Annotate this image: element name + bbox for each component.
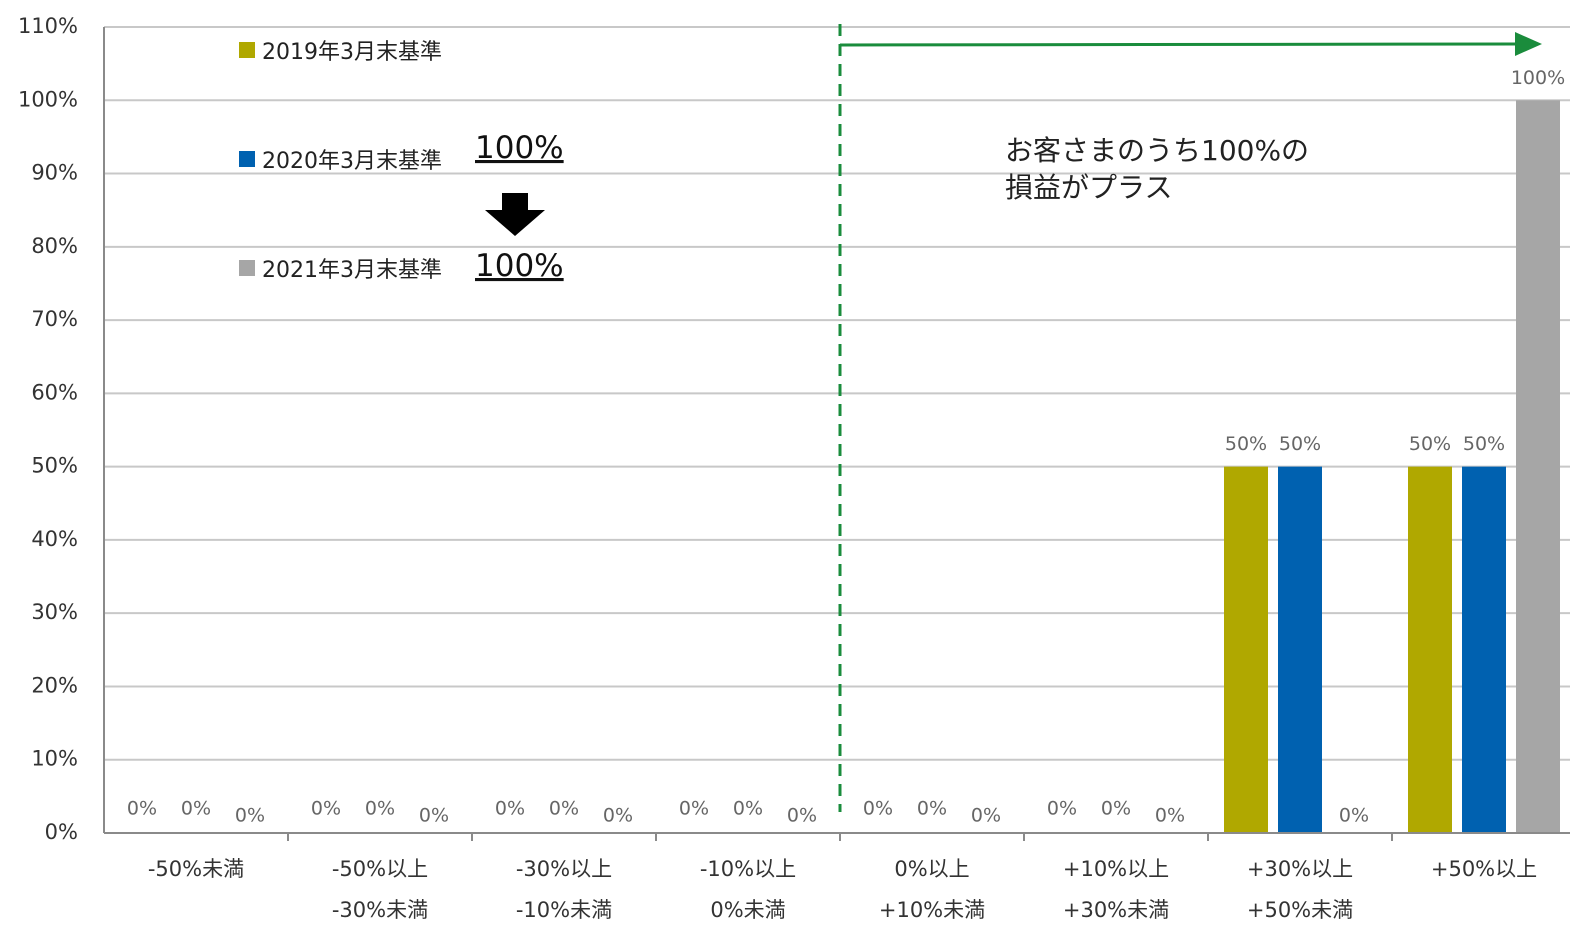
- data-label: 0%: [235, 805, 265, 827]
- data-label: 0%: [917, 798, 947, 820]
- x-tick-label-line2: +10%未満: [879, 898, 985, 922]
- data-label: 50%: [1409, 433, 1451, 455]
- y-tick-label: 80%: [31, 234, 78, 258]
- gridlines: [104, 26, 1570, 761]
- x-tick-label: +30%以上: [1247, 857, 1353, 881]
- y-tick-label: 60%: [31, 380, 78, 404]
- positive-range-arrowhead: [1515, 32, 1542, 56]
- bar: [1462, 466, 1506, 833]
- x-tick-label: 0%以上: [894, 857, 969, 881]
- y-axis: 0% 10% 20% 30% 40% 50% 60% 70% 80% 90% 100% 110%: [18, 14, 105, 844]
- data-label: 0%: [1155, 805, 1185, 827]
- x-tick-label-line2: -30%未満: [332, 898, 428, 922]
- data-label: 50%: [1463, 433, 1505, 455]
- data-label: 0%: [365, 798, 395, 820]
- data-label: 0%: [549, 798, 579, 820]
- y-tick-label: 30%: [31, 600, 78, 624]
- x-tick-label: -10%以上: [700, 857, 796, 881]
- data-labels: 0% 0% 0% 0% 0% 0% 50% 50% 0% 0% 0% 0% 0% 0% 50% 50% 0% 0%…: [127, 67, 1565, 827]
- x-tick-label-line2: 0%未満: [710, 898, 785, 922]
- y-tick-label: 40%: [31, 527, 78, 551]
- data-label: 0%: [679, 798, 709, 820]
- annotation-line-2: 損益がプラス: [1005, 171, 1172, 204]
- x-tick-label: -30%以上: [516, 857, 612, 881]
- data-label: 0%: [495, 798, 525, 820]
- data-label: 0%: [127, 798, 157, 820]
- data-label: 0%: [1339, 805, 1369, 827]
- data-label: 50%: [1279, 433, 1321, 455]
- legend-swatch-2021: [239, 260, 255, 276]
- data-label: 100%: [1511, 67, 1565, 89]
- y-tick-label: 0%: [45, 820, 78, 844]
- bar: [1224, 466, 1268, 833]
- legend-label-2020: 2020年3月末基準: [262, 149, 442, 174]
- bar: [1278, 466, 1322, 833]
- data-label: 0%: [1101, 798, 1131, 820]
- positive-range-arrow: [839, 42, 1517, 47]
- data-label: 0%: [311, 798, 341, 820]
- y-tick-label: 10%: [31, 747, 78, 771]
- legend-value-2021: 100%: [475, 248, 564, 284]
- legend-swatch-2020: [239, 151, 255, 167]
- y-tick-label: 110%: [18, 14, 78, 38]
- legend-value-2020: 100%: [475, 130, 564, 166]
- x-tick-label-line2: +30%未満: [1063, 898, 1169, 922]
- x-axis: -50%未満 -50%以上 -30%未満 -30%以上 -10%未満 -10%以上 0%未満…: [104, 832, 1570, 922]
- x-tick-label: +10%以上: [1063, 857, 1169, 881]
- data-label: 0%: [181, 798, 211, 820]
- data-label: 0%: [863, 798, 893, 820]
- y-tick-label: 70%: [31, 307, 78, 331]
- x-tick-label-line2: -10%未満: [516, 898, 612, 922]
- data-label: 50%: [1225, 433, 1267, 455]
- data-label: 0%: [603, 805, 633, 827]
- x-tick-label: -50%以上: [332, 857, 428, 881]
- legend-label-2019: 2019年3月末基準: [262, 40, 442, 65]
- annotation-line-1: お客さまのうち100%の: [1005, 134, 1309, 167]
- annotation: お客さまのうち100%の 損益がプラス: [1005, 134, 1309, 204]
- down-arrow-icon: [485, 193, 545, 236]
- legend: 2019年3月末基準 2020年3月末基準 100% 2021年3月末基準 10…: [239, 40, 564, 284]
- data-label: 0%: [971, 805, 1001, 827]
- x-tick-label: -50%未満: [148, 857, 244, 881]
- y-tick-label: 50%: [31, 454, 78, 478]
- legend-label-2021: 2021年3月末基準: [262, 258, 442, 283]
- x-tick-label-line2: +50%未満: [1247, 898, 1353, 922]
- bar: [1408, 466, 1452, 833]
- legend-swatch-2019: [239, 42, 255, 58]
- bar: [1516, 100, 1560, 834]
- data-label: 0%: [419, 805, 449, 827]
- y-tick-label: 90%: [31, 161, 78, 185]
- bars: [1224, 100, 1560, 834]
- y-tick-label: 100%: [18, 87, 78, 111]
- y-tick-label: 20%: [31, 673, 78, 697]
- data-label: 0%: [1047, 798, 1077, 820]
- data-label: 0%: [733, 798, 763, 820]
- data-label: 0%: [787, 805, 817, 827]
- x-tick-label: +50%以上: [1431, 857, 1537, 881]
